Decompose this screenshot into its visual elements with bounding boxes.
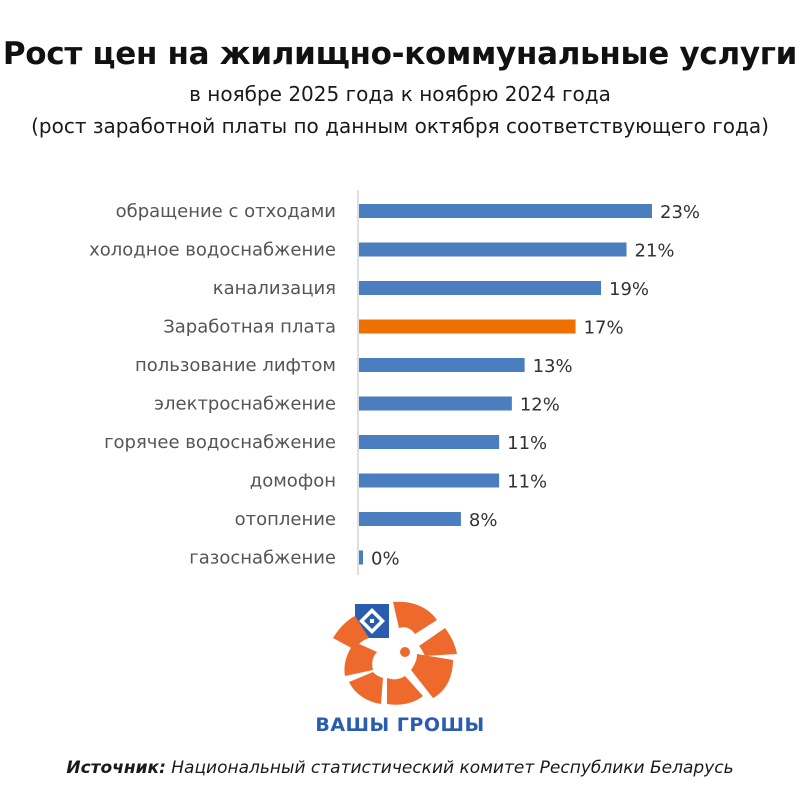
chart-subtitle-note: (рост заработной платы по данным октября… (31, 114, 769, 138)
bar (359, 512, 461, 526)
vashy-groshy-logo (333, 601, 457, 705)
source-label: Источник: (66, 758, 166, 778)
value-label: 8% (469, 510, 498, 531)
category-label: отопление (235, 509, 336, 530)
category-label: электроснабжение (154, 394, 336, 415)
bar (359, 242, 627, 257)
category-label: горячее водоснабжение (104, 432, 336, 453)
bar (359, 281, 602, 295)
category-label: холодное водоснабжение (89, 240, 336, 261)
category-label: обращение с отходами (116, 201, 336, 222)
logo-text: ВАШЫ ГРОШЫ (315, 714, 485, 736)
bar (359, 319, 576, 334)
bar (359, 396, 512, 411)
value-label: 17% (584, 318, 624, 339)
source-note: Источник: Национальный статистический ко… (0, 758, 800, 778)
category-label: канализация (213, 278, 336, 299)
value-label: 21% (635, 241, 675, 262)
bar (359, 435, 500, 449)
bar-chart: обращение с отходами 23% холодное водоснаб… (89, 190, 700, 575)
bar (359, 204, 652, 218)
value-label: 11% (507, 472, 547, 493)
value-label: 19% (609, 279, 649, 300)
source-text: Национальный статистический комитет Респ… (165, 758, 734, 778)
category-label: Заработная плата (163, 317, 336, 338)
bar (359, 550, 363, 565)
bar (359, 473, 500, 488)
value-label: 12% (520, 395, 560, 416)
category-label: домофон (250, 471, 336, 492)
category-label: газоснабжение (189, 548, 336, 569)
category-label: пользование лифтом (135, 355, 336, 376)
value-label: 11% (507, 433, 547, 454)
value-label: 13% (533, 356, 573, 377)
value-label: 23% (660, 202, 700, 223)
chart-title: Рост цен на жилищно-коммунальные услуги (2, 36, 798, 72)
bar (359, 358, 525, 372)
value-label: 0% (371, 549, 400, 570)
chart-subtitle: в ноябре 2025 года к ноябрю 2024 года (189, 82, 611, 106)
